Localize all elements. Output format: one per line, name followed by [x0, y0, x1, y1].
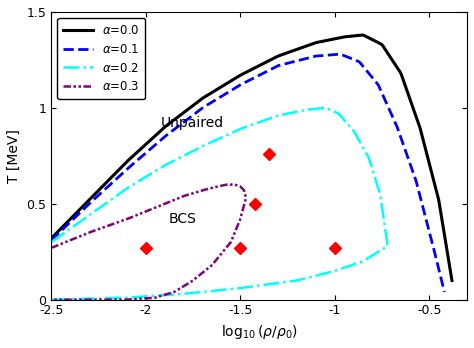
Text: Unpaired: Unpaired [161, 116, 224, 130]
X-axis label: $\log_{10}(\rho/\rho_0)$: $\log_{10}(\rho/\rho_0)$ [221, 323, 298, 341]
Legend: $\alpha$=0.0, $\alpha$=0.1, $\alpha$=0.2, $\alpha$=0.3: $\alpha$=0.0, $\alpha$=0.1, $\alpha$=0.2… [57, 18, 146, 100]
Text: BCS: BCS [169, 212, 196, 226]
Y-axis label: T [MeV]: T [MeV] [7, 129, 21, 183]
